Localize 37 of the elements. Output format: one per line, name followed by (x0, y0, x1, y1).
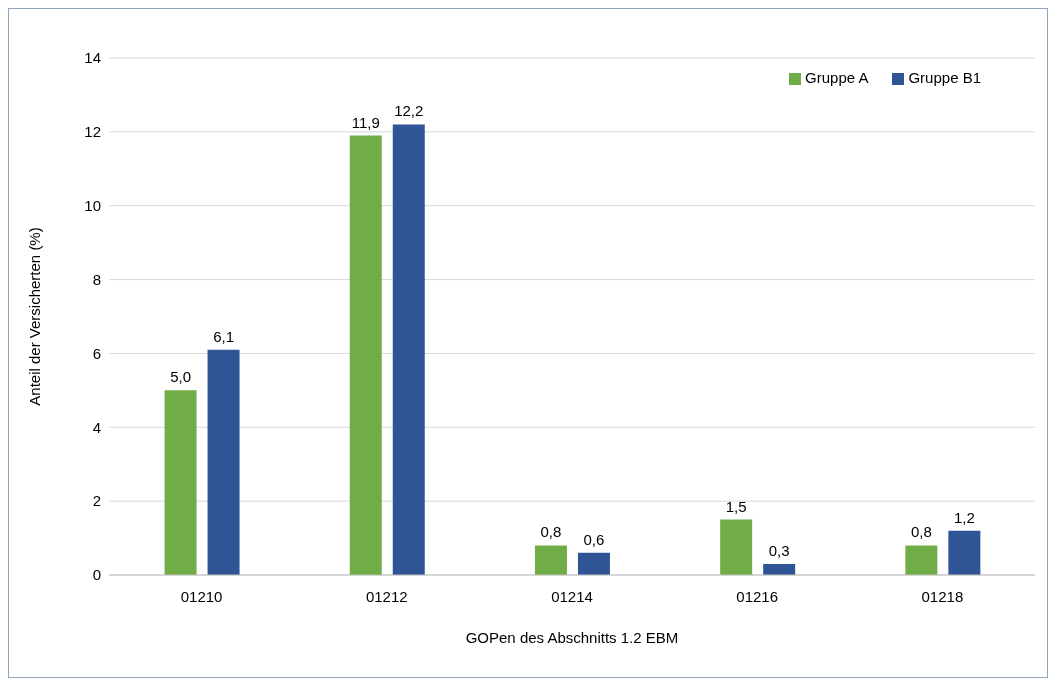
y-tick-label: 4 (92, 418, 101, 436)
data-label: 1,2 (953, 508, 975, 526)
x-tick-label: 01216 (736, 587, 779, 605)
data-label: 5,0 (170, 368, 191, 386)
x-tick-label: 01212 (365, 587, 408, 605)
data-label: 1,5 (725, 497, 747, 515)
data-label: 0,6 (583, 530, 605, 548)
y-tick-label: 0 (92, 566, 101, 584)
x-tick-label: 01214 (551, 587, 593, 605)
bar (948, 530, 981, 575)
bar (577, 552, 610, 575)
bar (207, 349, 240, 575)
y-tick-label: 14 (84, 49, 101, 67)
data-label: 12,2 (394, 102, 424, 120)
data-label: 11,9 (351, 113, 380, 131)
bar (763, 563, 796, 575)
bar (164, 390, 197, 575)
bar (534, 545, 567, 575)
data-label: 0,8 (540, 523, 562, 541)
x-tick-label: 01210 (180, 587, 223, 605)
legend-label: Gruppe B1 (908, 69, 981, 86)
data-label: 0,8 (910, 523, 932, 541)
y-tick-label: 6 (92, 344, 101, 362)
y-tick-label: 8 (92, 270, 101, 288)
bar (392, 124, 425, 575)
x-tick-label: 01218 (921, 587, 964, 605)
data-label: 6,1 (213, 327, 234, 345)
bar (720, 519, 753, 575)
bar (349, 135, 382, 575)
y-tick-label: 2 (92, 492, 101, 510)
y-axis-title: Anteil der Versicherten (%) (26, 227, 44, 406)
y-tick-label: 12 (84, 123, 101, 141)
bar (905, 545, 938, 575)
y-tick-label: 10 (84, 197, 101, 215)
x-axis-title: GOPen des Abschnitts 1.2 EBM (465, 629, 679, 646)
legend-label: Gruppe A (805, 69, 869, 86)
data-label: 0,3 (768, 541, 790, 559)
